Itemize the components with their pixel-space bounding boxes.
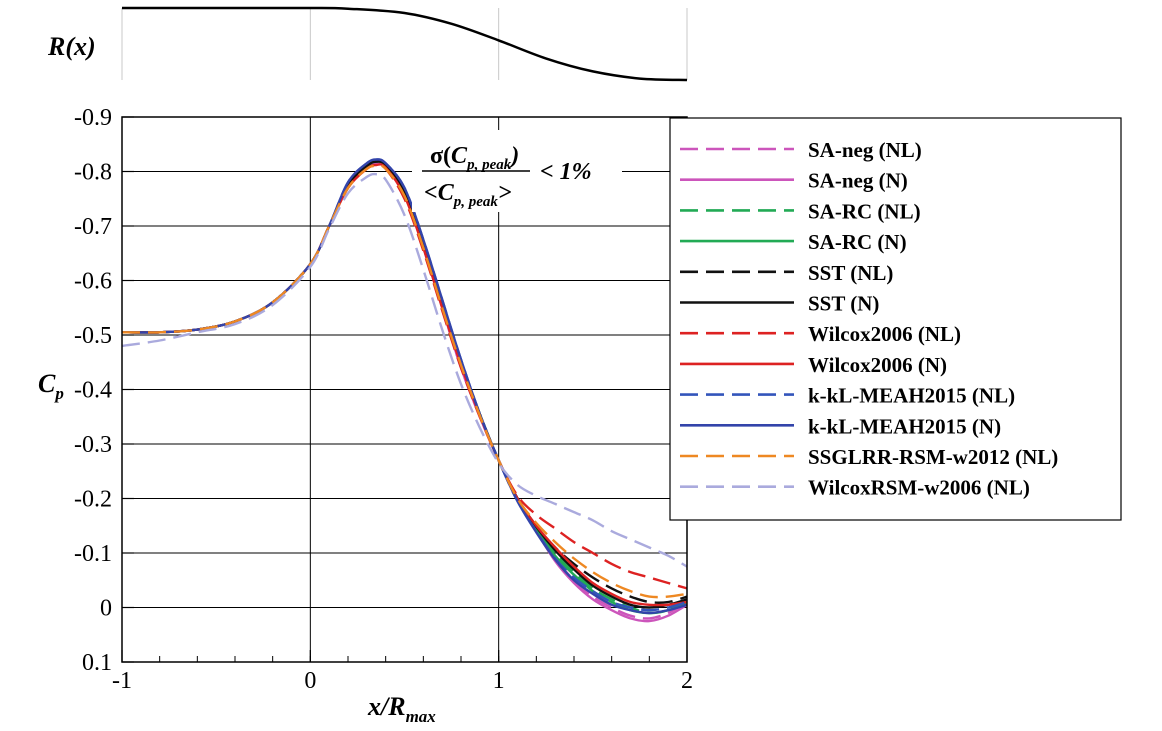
numerator-var: C	[451, 143, 468, 169]
annotation-numerator: σ(Cp, peak)	[430, 143, 519, 173]
y-tick-label: -0.2	[74, 487, 112, 513]
legend-label-k-kl-meah2015-n: k-kL-MEAH2015 (N)	[808, 414, 1001, 438]
x-axis-ticks: -1 0 1 2	[112, 650, 693, 694]
x-tick-label: 0	[304, 668, 316, 694]
legend-label-wilcox2006-nl: Wilcox2006 (NL)	[808, 322, 961, 346]
y-axis-title-sub: p	[53, 384, 64, 403]
legend-label-ssglrr-rsm-w2012-nl: SSGLRR-RSM-w2012 (NL)	[808, 445, 1058, 469]
denominator-sub: p, peak	[452, 194, 499, 210]
profile-y-axis-label: R(x)	[47, 32, 96, 61]
profile-grid	[121, 8, 688, 80]
legend-label-sst-n: SST (N)	[808, 292, 879, 316]
x-tick-label: 1	[493, 668, 505, 694]
numerator-sub: p, peak	[465, 157, 512, 173]
annotation-relation: < 1%	[540, 159, 592, 185]
y-axis-title-main: C	[38, 369, 56, 398]
legend: SA-neg (NL) SA-neg (N) SA-RC (NL) SA-RC (N)…	[669, 117, 1122, 521]
y-tick-label: -0.5	[74, 323, 112, 349]
y-tick-label: -0.3	[74, 432, 112, 458]
y-tick-label: 0.1	[82, 650, 112, 676]
legend-box	[669, 117, 1122, 521]
y-tick-label: -0.4	[74, 378, 112, 404]
legend-label-wilcox2006-n: Wilcox2006 (N)	[808, 353, 947, 377]
legend-label-sa-neg-n: SA-neg (N)	[808, 169, 908, 193]
x-axis-title-main: x/R	[367, 692, 406, 721]
y-tick-label: 0	[100, 596, 112, 622]
y-tick-label: -0.8	[74, 160, 112, 186]
legend-label-k-kl-meah2015-nl: k-kL-MEAH2015 (NL)	[808, 384, 1015, 408]
legend-label-sst-nl: SST (NL)	[808, 261, 893, 285]
numerator-prefix: σ(	[430, 143, 451, 169]
x-axis-title-sub: max	[406, 707, 437, 726]
legend-label-sa-neg-nl: SA-neg (NL)	[808, 138, 922, 162]
annotation-denominator: <Cp, peak>	[424, 180, 512, 210]
profile-panel: R(x)	[47, 6, 688, 82]
denominator-var: C	[438, 180, 455, 206]
denominator-suffix: >	[498, 180, 512, 206]
series-line-wilcoxrsm-w2006-nl	[121, 172, 688, 568]
legend-label-sa-rc-n: SA-RC (N)	[808, 230, 907, 254]
y-tick-label: -0.7	[74, 214, 112, 240]
x-tick-label: -1	[112, 668, 132, 694]
y-axis-ticks: -0.9 -0.8 -0.7 -0.6 -0.5 -0.4 -0.3 -0.2 -0.1 0 0.1	[74, 105, 134, 676]
main-series-group	[121, 158, 688, 623]
profile-curve	[121, 6, 688, 82]
x-axis-title: x/Rmax	[367, 692, 436, 726]
x-tick-label: 2	[681, 668, 693, 694]
numerator-suffix: )	[509, 143, 519, 169]
legend-label-sa-rc-nl: SA-RC (NL)	[808, 199, 921, 223]
y-tick-label: -0.6	[74, 269, 112, 295]
y-axis-title: Cp	[38, 369, 64, 403]
y-tick-label: -0.9	[74, 105, 112, 131]
series-line-ssglrr-rsm-w2012-nl	[121, 164, 688, 599]
denominator-prefix: <	[424, 180, 438, 206]
legend-items: SA-neg (NL) SA-neg (N) SA-RC (NL) SA-RC (N)…	[680, 138, 1058, 500]
y-tick-label: -0.1	[74, 541, 112, 567]
peak-variation-annotation: σ(Cp, peak) <Cp, peak> < 1%	[412, 130, 622, 212]
legend-label-wilcoxrsm-w2006-nl: WilcoxRSM-w2006 (NL)	[808, 476, 1030, 500]
